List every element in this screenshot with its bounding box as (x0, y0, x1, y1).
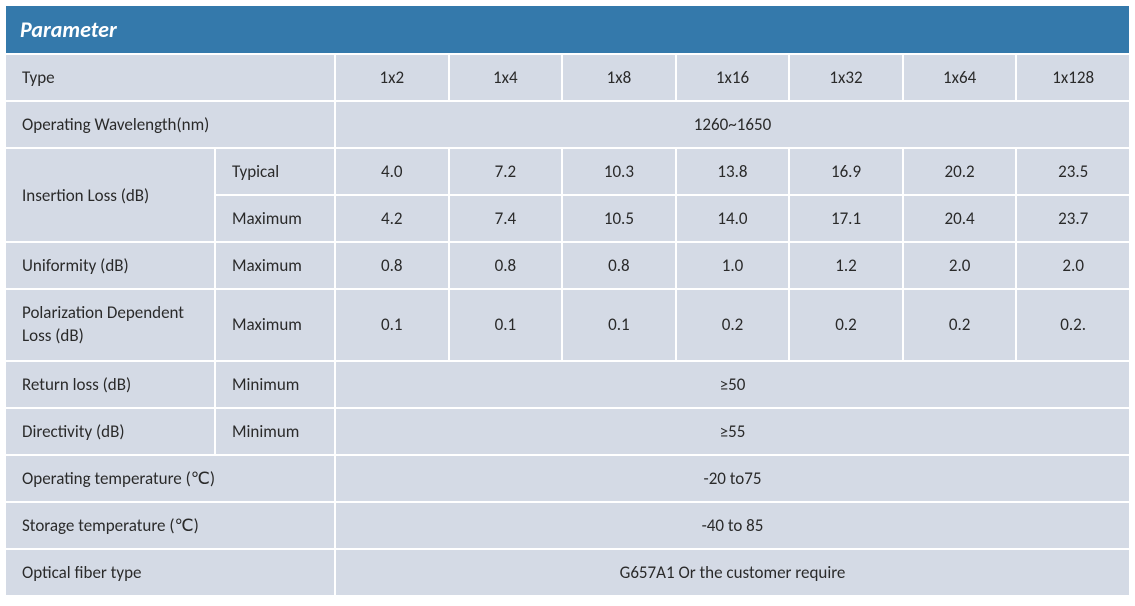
pdl-3: 0.2 (676, 289, 790, 361)
il-max-1: 7.4 (449, 195, 563, 242)
uniformity-3: 1.0 (676, 242, 790, 289)
uniformity-0: 0.8 (335, 242, 449, 289)
wavelength-label: Operating Wavelength(nm) (5, 101, 335, 148)
pdl-sublabel: Maximum (215, 289, 335, 361)
operating-temp-row: Operating temperature (℃) -20 to75 (5, 455, 1130, 502)
fiber-type-row: Optical fiber type G657A1 Or the custome… (5, 549, 1130, 596)
uniformity-6: 2.0 (1016, 242, 1130, 289)
directivity-row: Directivity (dB) Minimum ≥55 (5, 408, 1130, 455)
il-max-2: 10.5 (562, 195, 676, 242)
insertion-loss-label: Insertion Loss (dB) (5, 148, 215, 242)
operating-temp-value: -20 to75 (335, 455, 1130, 502)
return-loss-value: ≥50 (335, 361, 1130, 408)
il-typical-3: 13.8 (676, 148, 790, 195)
uniformity-sublabel: Maximum (215, 242, 335, 289)
model-col-5: 1x64 (903, 54, 1017, 101)
header-row: Parameter (5, 5, 1130, 54)
directivity-label: Directivity (dB) (5, 408, 215, 455)
fiber-type-label: Optical fiber type (5, 549, 335, 596)
model-col-4: 1x32 (789, 54, 903, 101)
il-max-5: 20.4 (903, 195, 1017, 242)
il-typical-4: 16.9 (789, 148, 903, 195)
pdl-6: 0.2. (1016, 289, 1130, 361)
operating-temp-label: Operating temperature (℃) (5, 455, 335, 502)
uniformity-row: Uniformity (dB) Maximum 0.8 0.8 0.8 1.0 … (5, 242, 1130, 289)
insertion-loss-typical-row: Insertion Loss (dB) Typical 4.0 7.2 10.3… (5, 148, 1130, 195)
pdl-label: Polarization Dependent Loss (dB) (5, 289, 215, 361)
model-col-0: 1x2 (335, 54, 449, 101)
directivity-sublabel: Minimum (215, 408, 335, 455)
return-loss-sublabel: Minimum (215, 361, 335, 408)
uniformity-4: 1.2 (789, 242, 903, 289)
return-loss-row: Return loss (dB) Minimum ≥50 (5, 361, 1130, 408)
storage-temp-value: -40 to 85 (335, 502, 1130, 549)
type-label: Type (5, 54, 335, 101)
uniformity-5: 2.0 (903, 242, 1017, 289)
insertion-loss-typical-label: Typical (215, 148, 335, 195)
uniformity-1: 0.8 (449, 242, 563, 289)
il-max-0: 4.2 (335, 195, 449, 242)
wavelength-row: Operating Wavelength(nm) 1260~1650 (5, 101, 1130, 148)
uniformity-2: 0.8 (562, 242, 676, 289)
wavelength-value: 1260~1650 (335, 101, 1130, 148)
model-col-1: 1x4 (449, 54, 563, 101)
il-typical-1: 7.2 (449, 148, 563, 195)
storage-temp-row: Storage temperature (℃) -40 to 85 (5, 502, 1130, 549)
storage-temp-label: Storage temperature (℃) (5, 502, 335, 549)
pdl-2: 0.1 (562, 289, 676, 361)
pdl-row: Polarization Dependent Loss (dB) Maximum… (5, 289, 1130, 361)
parameter-table-container: Parameter Type 1x2 1x4 1x8 1x16 1x32 1x6… (4, 4, 1131, 597)
fiber-type-value: G657A1 Or the customer require (335, 549, 1130, 596)
insertion-loss-max-label: Maximum (215, 195, 335, 242)
il-max-6: 23.7 (1016, 195, 1130, 242)
il-typical-2: 10.3 (562, 148, 676, 195)
pdl-5: 0.2 (903, 289, 1017, 361)
il-typical-0: 4.0 (335, 148, 449, 195)
model-col-6: 1x128 (1016, 54, 1130, 101)
return-loss-label: Return loss (dB) (5, 361, 215, 408)
type-row: Type 1x2 1x4 1x8 1x16 1x32 1x64 1x128 (5, 54, 1130, 101)
il-max-3: 14.0 (676, 195, 790, 242)
pdl-0: 0.1 (335, 289, 449, 361)
il-typical-6: 23.5 (1016, 148, 1130, 195)
model-col-3: 1x16 (676, 54, 790, 101)
il-typical-5: 20.2 (903, 148, 1017, 195)
il-max-4: 17.1 (789, 195, 903, 242)
directivity-value: ≥55 (335, 408, 1130, 455)
pdl-4: 0.2 (789, 289, 903, 361)
model-col-2: 1x8 (562, 54, 676, 101)
parameter-table: Parameter Type 1x2 1x4 1x8 1x16 1x32 1x6… (4, 4, 1131, 597)
table-title: Parameter (5, 5, 1130, 54)
uniformity-label: Uniformity (dB) (5, 242, 215, 289)
pdl-1: 0.1 (449, 289, 563, 361)
